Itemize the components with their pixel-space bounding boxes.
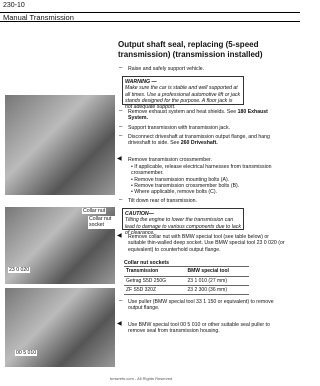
table-caption: Collar nut sockets [124,260,249,268]
table-row: Getrag S5D 250G 23 1 010 (27 mm) [124,276,249,286]
cell: 23 2 300 (36 mm) [185,285,249,296]
step: Remove transmission crossmember. [128,157,212,163]
reference[interactable]: 260 Driveshaft. [180,140,218,147]
bullet: • If applicable, release electrical harn… [131,164,272,177]
page-number: 230-10 [3,2,25,9]
title: Output shaft seal, replacing (5-speed tr… [118,40,263,59]
bullet-list: • If applicable, release electrical harn… [131,164,289,195]
step: Remove exhaust system and heat shields. … [128,109,288,122]
arrow: ◀ [117,321,122,327]
figure-label: Collar nut [82,208,107,215]
warning-box: WARNING — Make sure the car is stable an… [122,76,244,110]
bullet: • Remove transmission crossmember bolts … [131,182,240,189]
warning-text: Make sure the car is stable and well sup… [125,85,241,111]
table-row: ZF S5D 320Z 23 2 300 (36 mm) [124,285,249,296]
cell: Transmission [124,267,186,277]
dash: – [119,65,123,71]
dash: – [119,133,123,139]
arrow: ◀ [117,156,122,162]
caution-title: CAUTION— [125,211,154,217]
step: Support transmission with transmission j… [128,125,231,131]
cell: ZF S5D 320Z [124,285,186,296]
table: Transmission BMW special tool Getrag S5D … [124,267,249,296]
step: Use puller (BMW special tool 33 1 150 or… [128,299,274,312]
warning-title: WARNING — [125,79,157,85]
step-text: Remove exhaust system and heat shields. … [128,109,237,115]
cell: Getrag S5D 250G [124,276,186,286]
reference[interactable]: 180 Exhaust System. [128,109,268,122]
caution-text: Tilting the engine to lower the transmis… [125,217,241,236]
bullet: • Remove transmission mounting bolts (A)… [131,176,230,183]
bullet: • Where applicable, remove bolts (C). [131,189,218,196]
cell: 23 1 010 (27 mm) [185,276,249,286]
step: Remove collar nut with BMW special tool … [128,234,285,253]
page: 230-10 Manual Transmission Output shaft … [0,2,300,381]
bullet-text: If applicable, release electrical harnes… [131,164,272,177]
step: Disconnect driveshaft at transmission ou… [128,134,288,147]
step-text: Disconnect driveshaft at transmission ou… [128,134,270,147]
bullet-text: Remove transmission crossmember bolts (B… [134,182,240,189]
caution-box: CAUTION— Tilting the engine to lower the… [122,208,244,236]
figure-label: 00 5 010 [15,350,38,357]
figure-label: Collar nut socket [88,216,116,229]
footer: bmwrefs.com - All Rights Reserved [110,376,173,381]
section-bar: Manual Transmission [0,12,300,22]
table-header: Transmission BMW special tool [124,267,249,277]
step: Raise and safely support vehicle. [128,66,205,72]
dash: – [119,124,123,130]
dash: – [119,108,123,114]
cell: BMW special tool [185,267,249,277]
table-wrap: Collar nut sockets Transmission BMW speci… [124,260,249,296]
bullet-text: Remove transmission mounting bolts (A). [134,176,230,183]
step: Use BMW special tool 00 5 010 or other s… [128,322,270,335]
photo [5,95,115,195]
figure-label: 23 0 020 [8,267,31,274]
bullet-text: Where applicable, remove bolts (C). [134,189,218,196]
arrow: ◀ [117,233,122,239]
step: Tilt down rear of transmission. [128,198,197,204]
dash: – [119,197,123,203]
dash: – [119,298,123,304]
